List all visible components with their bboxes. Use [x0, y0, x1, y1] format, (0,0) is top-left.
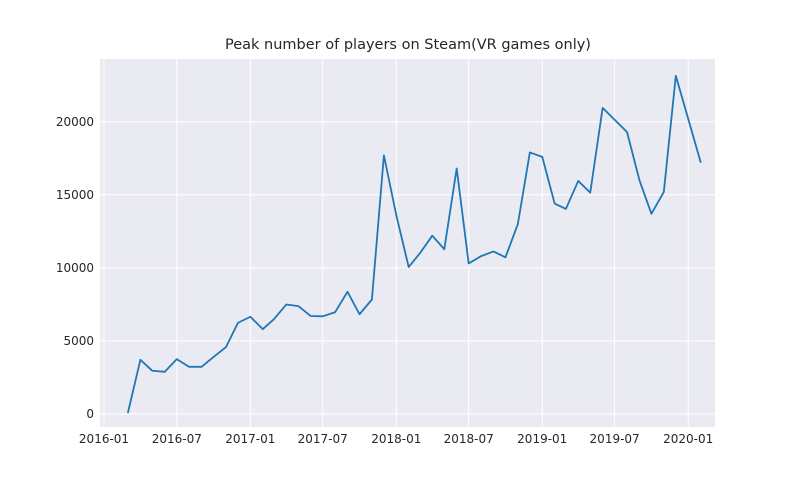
- y-tick-label: 5000: [63, 334, 94, 348]
- series-line: [127, 74, 702, 414]
- x-tick-label: 2018-01: [371, 432, 421, 446]
- y-tick-label: 10000: [56, 261, 94, 275]
- y-tick-label: 15000: [56, 188, 94, 202]
- plot-area: [100, 59, 715, 427]
- grid-lines: [100, 59, 715, 427]
- x-tick-label: 2018-07: [444, 432, 494, 446]
- x-tick-label: 2016-01: [79, 432, 129, 446]
- x-tick-label: 2020-01: [663, 432, 713, 446]
- x-tick-label: 2016-07: [152, 432, 202, 446]
- x-tick-label: 2019-01: [517, 432, 567, 446]
- x-axis-tick-labels: 2016-01 2016-07 2017-01 2017-07 2018-01 2018-…: [79, 432, 713, 446]
- x-tick-label: 2017-01: [225, 432, 275, 446]
- x-tick-label: 2019-07: [590, 432, 640, 446]
- series-layer: [127, 74, 702, 414]
- chart-title: Peak number of players on Steam(VR games…: [225, 37, 591, 53]
- y-axis-tick-labels: 0 5000 10000 15000 20000: [56, 115, 94, 421]
- y-tick-label: 0: [86, 407, 94, 421]
- x-tick-label: 2017-07: [298, 432, 348, 446]
- y-tick-label: 20000: [56, 115, 94, 129]
